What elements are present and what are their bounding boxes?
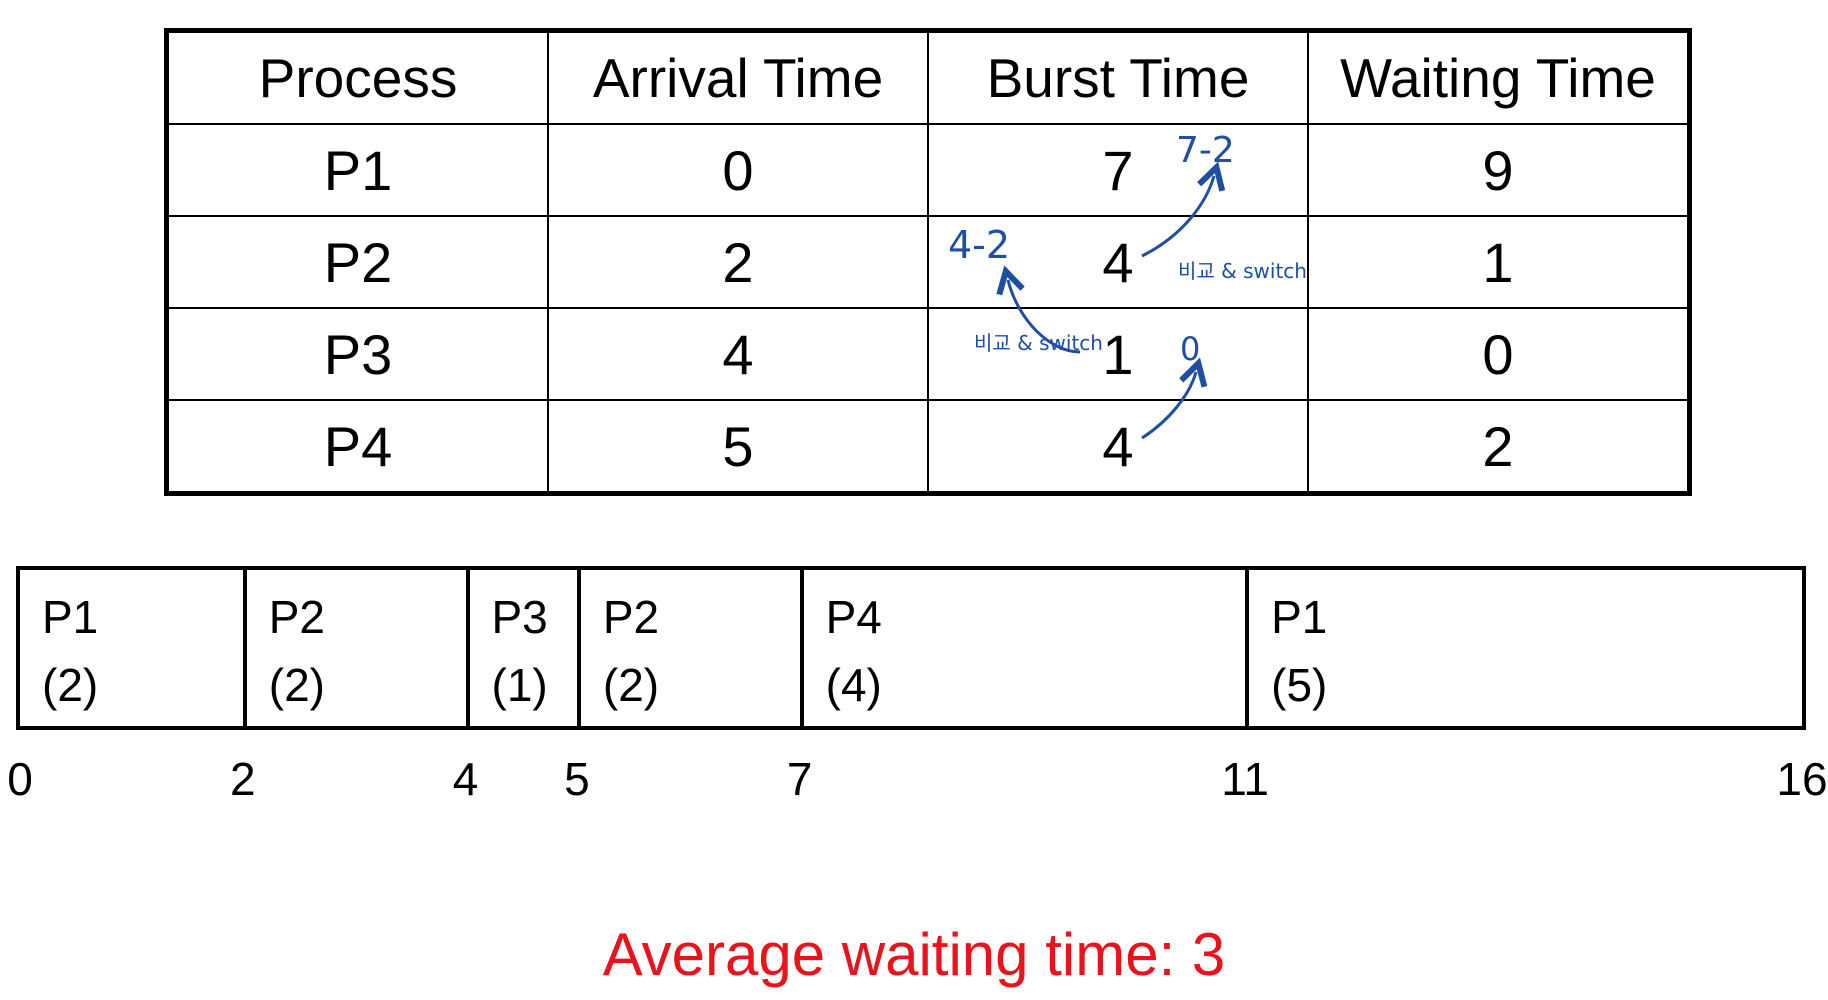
timeline-tick: 4 (452, 753, 479, 805)
gantt-duration-label: (2) (602, 659, 660, 711)
header-arrival-time: Arrival Time (547, 29, 929, 125)
waiting-cell: 1 (1307, 215, 1691, 309)
gantt-duration-label: (2) (42, 659, 99, 711)
arrival-cell: 5 (547, 399, 929, 495)
arrival-cell: 2 (547, 215, 929, 309)
arrival-cell: 4 (547, 307, 929, 401)
gantt-block-p4: P4 (4) (799, 570, 1246, 726)
gantt-block-p2-second: P2 (2) (576, 570, 800, 726)
timeline-tick: 0 (7, 753, 33, 805)
burst-cell: 4 (927, 399, 1309, 495)
gantt-block-p3: P3 (1) (465, 570, 577, 726)
process-cell: P3 (165, 307, 549, 401)
process-cell: P4 (165, 399, 549, 495)
timeline-tick: 2 (229, 753, 256, 805)
timeline-tick: 5 (564, 753, 590, 805)
header-burst-time: Burst Time (927, 29, 1309, 125)
table-row: P2 2 4 1 (165, 215, 1691, 309)
waiting-cell: 2 (1307, 399, 1691, 495)
burst-cell: 4 (927, 215, 1309, 309)
timeline-tick: 16 (1776, 753, 1828, 805)
gantt-process-label: P1 (42, 591, 99, 643)
burst-cell: 7 (927, 123, 1309, 217)
table-row: P4 5 4 2 (165, 399, 1691, 495)
gantt-duration-label: (2) (268, 659, 325, 711)
gantt-process-label: P1 (1271, 591, 1328, 643)
process-cell: P2 (165, 215, 549, 309)
arrival-cell: 0 (547, 123, 929, 217)
timeline-tick: 7 (786, 753, 813, 805)
header-waiting-time: Waiting Time (1307, 29, 1691, 125)
table-row: P3 4 1 0 (165, 307, 1691, 401)
gantt-process-label: P2 (602, 591, 660, 643)
gantt-chart: P1 (2) P2 (2) P3 (1) P2 (2) P4 (4) P1 (5… (16, 566, 1806, 730)
gantt-process-label: P4 (825, 591, 882, 643)
gantt-process-label: P3 (491, 591, 548, 643)
gantt-duration-label: (1) (491, 659, 548, 711)
process-table: Process Arrival Time Burst Time Waiting … (164, 28, 1692, 496)
table-row: P1 0 7 9 (165, 123, 1691, 217)
table-header-row: Process Arrival Time Burst Time Waiting … (165, 29, 1691, 125)
gantt-process-label: P2 (268, 591, 326, 643)
process-cell: P1 (165, 123, 549, 217)
timeline-tick: 11 (1221, 753, 1270, 805)
header-process: Process (165, 29, 549, 125)
average-waiting-time: Average waiting time: 3 (602, 921, 1226, 988)
gantt-block-p1: P1 (2) (20, 570, 243, 726)
gantt-duration-label: (5) (1271, 659, 1328, 711)
burst-cell: 1 (927, 307, 1309, 401)
waiting-cell: 9 (1307, 123, 1691, 217)
gantt-duration-label: (4) (825, 659, 882, 711)
waiting-cell: 0 (1307, 307, 1691, 401)
gantt-block-p2: P2 (2) (242, 570, 466, 726)
gantt-block-p1-second: P1 (5) (1245, 570, 1802, 726)
